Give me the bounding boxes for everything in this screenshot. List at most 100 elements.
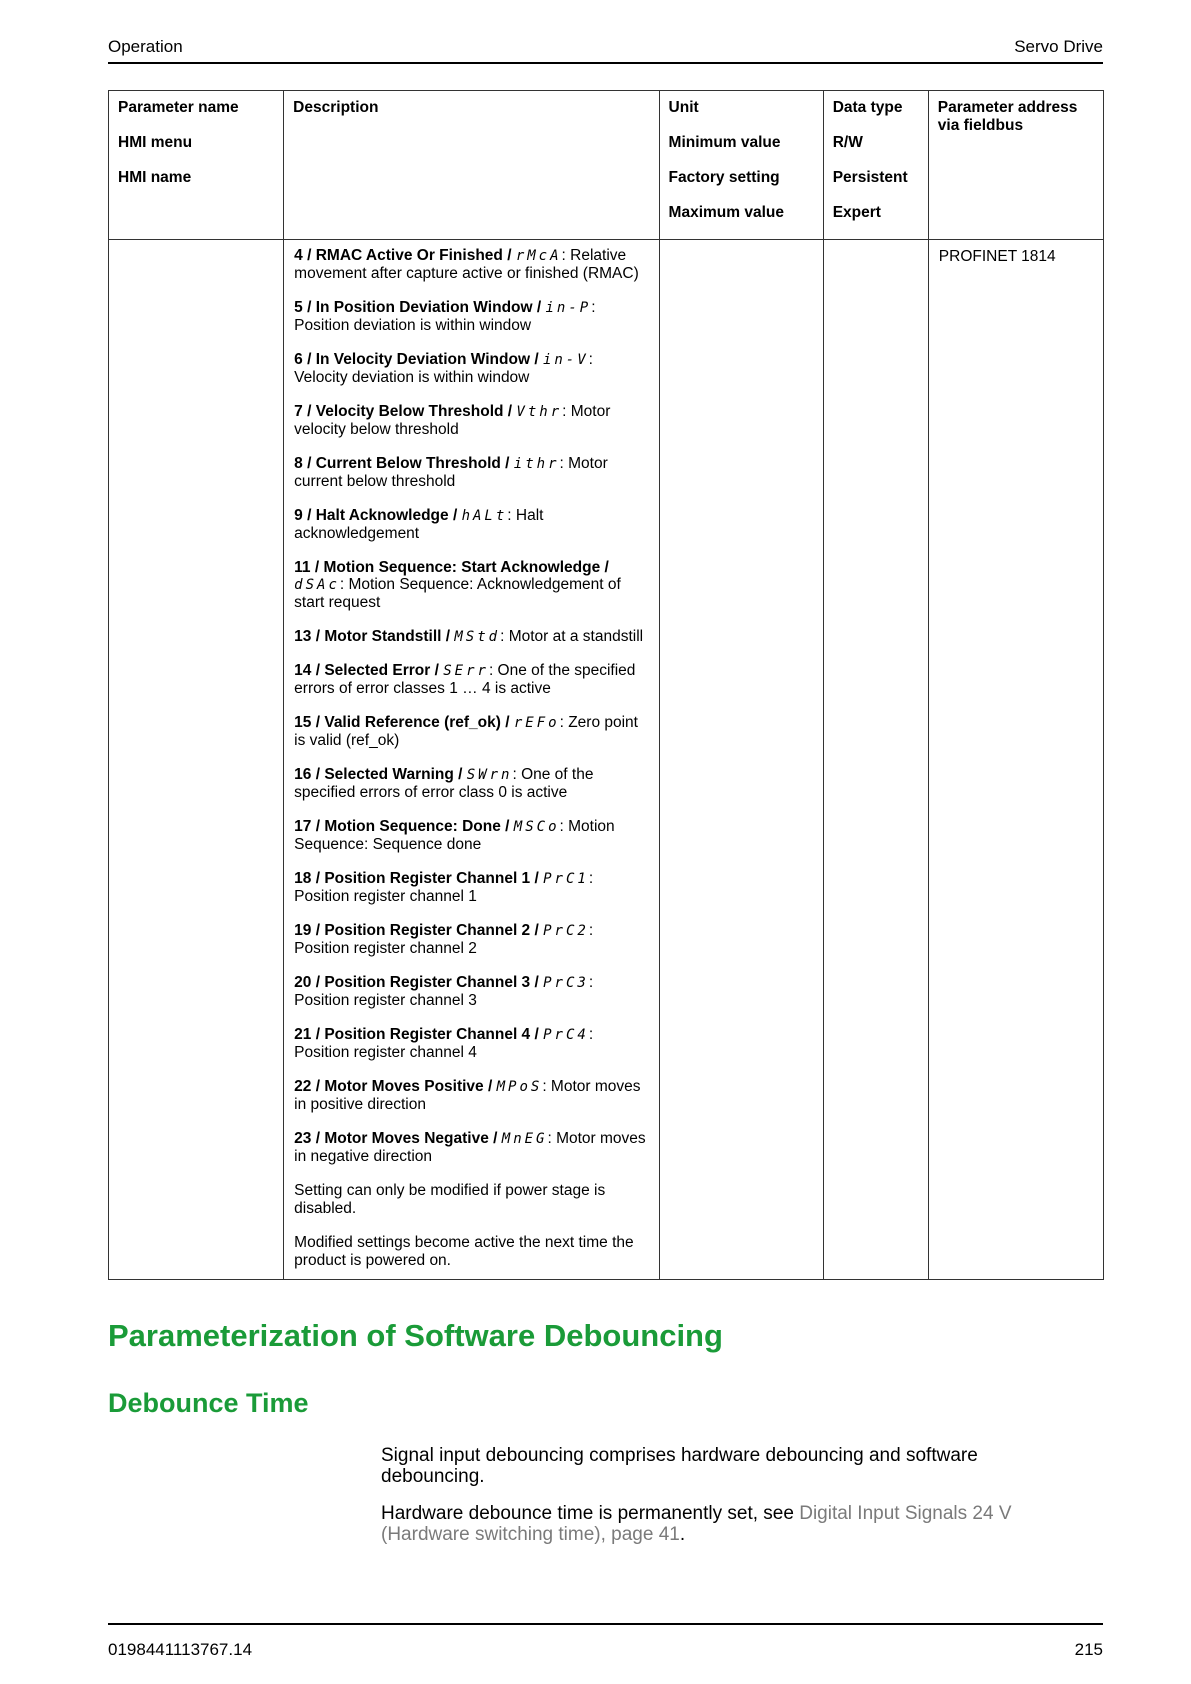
entry-description: : Relative movement after capture active… <box>294 246 639 282</box>
parameter-value-entry: 6 / In Velocity Deviation Window / in-V:… <box>294 351 650 387</box>
body-text: Signal input debouncing comprises hardwa… <box>381 1445 1061 1561</box>
entry-label: 5 / In Position Deviation Window / <box>294 298 546 316</box>
subsection-title: Debounce Time <box>108 1388 309 1418</box>
entry-label: 22 / Motor Moves Positive / <box>294 1077 497 1095</box>
parameter-value-entry: 18 / Position Register Channel 1 / PrC1:… <box>294 870 650 906</box>
entry-label: 13 / Motor Standstill / <box>294 628 455 646</box>
fieldbus-address: PROFINET 1814 <box>938 247 1056 265</box>
entry-label: 23 / Motor Moves Negative / <box>294 1129 502 1147</box>
entry-label: 20 / Position Register Channel 3 / <box>294 974 544 991</box>
hmi-code: MSCo <box>513 819 560 836</box>
hmi-code: in-V <box>542 351 589 368</box>
entry-description: : Halt acknowledgement <box>294 506 544 542</box>
parameter-value-entry: 21 / Position Register Channel 4 / PrC4:… <box>294 1026 650 1062</box>
parameter-value-entry: 23 / Motor Moves Negative / MnEG: Motor … <box>294 1130 650 1166</box>
parameter-value-entry: 4 / RMAC Active Or Finished / rMcA: Rela… <box>294 247 650 283</box>
header-rule <box>108 62 1103 64</box>
entry-label: 21 / Position Register Channel 4 / <box>294 1025 544 1043</box>
hmi-code: ithr <box>513 455 560 472</box>
entry-label: 14 / Selected Error / <box>294 662 444 680</box>
parameter-value-entry: 20 / Position Register Channel 3 / PrC3:… <box>294 974 650 1010</box>
parameter-value-entry: 14 / Selected Error / SErr: One of the s… <box>294 662 650 698</box>
entry-description: : Position register channel 3 <box>294 974 594 1009</box>
hmi-code: dSAc <box>294 577 340 594</box>
parameter-value-entry: 16 / Selected Warning / SWrn: One of the… <box>294 766 650 802</box>
header-left: Operation <box>108 37 183 56</box>
entry-label: 4 / RMAC Active Or Finished / <box>294 246 516 264</box>
entry-description: : Position register channel 1 <box>294 870 594 906</box>
header-right: Servo Drive <box>1014 37 1103 56</box>
entry-description: : One of the specified errors of error c… <box>294 662 636 698</box>
parameter-value-entry: 17 / Motion Sequence: Done / MSCo: Motio… <box>294 818 650 854</box>
parameter-value-entry: 7 / Velocity Below Threshold / Vthr: Mot… <box>294 403 650 439</box>
entry-description: : Position deviation is within window <box>294 298 596 334</box>
hmi-code: Vthr <box>516 403 563 420</box>
entry-label: 16 / Selected Warning / <box>294 766 467 784</box>
table-row: 4 / RMAC Active Or Finished / rMcA: Rela… <box>107 238 1105 1280</box>
entry-description: : Motor current below threshold <box>294 454 608 490</box>
section-title: Parameterization of Software Debouncing <box>108 1318 723 1353</box>
paragraph: Hardware debounce time is permanently se… <box>381 1502 1012 1546</box>
hmi-code: PrC2 <box>543 923 589 940</box>
entry-description: : One of the specified errors of error c… <box>294 766 594 802</box>
hmi-code: PrC3 <box>543 975 589 991</box>
page-number: 215 <box>1074 1640 1103 1659</box>
address-cell: PROFINET 1814 <box>927 238 1105 1280</box>
parameter-value-entry: 19 / Position Register Channel 2 / PrC2:… <box>294 922 650 958</box>
entry-description: : Motor at a standstill <box>500 628 644 646</box>
parameter-value-entry: 11 / Motion Sequence: Start Acknowledge … <box>294 559 650 613</box>
cross-reference-link[interactable]: Digital Input Signals 24 V (Hardware swi… <box>381 1502 1012 1546</box>
header-data-type: Data type R/W Persistent Expert <box>822 90 929 240</box>
paragraph: Signal input debouncing comprises hardwa… <box>381 1445 978 1488</box>
header-unit: Unit Minimum value Factory setting Maxim… <box>658 90 824 240</box>
hmi-code: PrC1 <box>543 871 589 888</box>
hmi-code: PrC4 <box>543 1026 589 1043</box>
hmi-code: SErr <box>443 663 489 680</box>
header-parameter-name: Parameter name HMI menu HMI name <box>107 90 285 240</box>
entry-description: : Velocity deviation is within window <box>294 350 593 386</box>
description-cell: 4 / RMAC Active Or Finished / rMcA: Rela… <box>283 238 660 1280</box>
entry-label: 8 / Current Below Threshold / <box>294 454 514 472</box>
parameter-name-cell <box>107 238 285 1280</box>
entry-label: 15 / Valid Reference (ref_ok) / <box>294 714 514 732</box>
hmi-code: rMcA <box>515 247 562 264</box>
parameter-table: Parameter name HMI menu HMI name Descrip… <box>107 90 1105 1280</box>
entry-description: : Motion Sequence: Sequence done <box>294 818 615 854</box>
hmi-code: MPoS <box>496 1078 543 1095</box>
entry-label: 7 / Velocity Below Threshold / <box>294 402 517 420</box>
entry-description: : Motor velocity below threshold <box>294 402 611 438</box>
entry-label: 11 / Motion Sequence: Start Acknowledge … <box>294 558 609 576</box>
header-address: Parameter address via fieldbus <box>927 90 1105 240</box>
unit-cell <box>658 238 824 1280</box>
table-header-row: Parameter name HMI menu HMI name Descrip… <box>107 90 1105 240</box>
parameter-value-entry: 5 / In Position Deviation Window / in-P:… <box>294 299 650 335</box>
note: Setting can only be modified if power st… <box>294 1181 606 1217</box>
entry-description: : Position register channel 2 <box>294 922 594 958</box>
document-number: 0198441113767.14 <box>108 1640 253 1659</box>
hmi-code: in-P <box>545 299 592 316</box>
hmi-code: hALt <box>461 507 508 524</box>
parameter-value-entry: 13 / Motor Standstill / MStd: Motor at a… <box>294 628 650 646</box>
entry-label: 19 / Position Register Channel 2 / <box>294 922 544 940</box>
entry-label: 17 / Motion Sequence: Done / <box>294 818 514 836</box>
entry-description: : Motor moves in negative direction <box>294 1129 646 1165</box>
hmi-code: rEFo <box>513 715 560 732</box>
parameter-value-entry: 22 / Motor Moves Positive / MPoS: Motor … <box>294 1078 650 1114</box>
entry-label: 6 / In Velocity Deviation Window / <box>294 350 543 368</box>
entry-description: : Zero point is valid (ref_ok) <box>294 714 638 750</box>
hmi-code: MnEG <box>501 1130 548 1147</box>
hmi-code: MStd <box>454 629 501 646</box>
entry-label: 9 / Halt Acknowledge / <box>294 506 462 524</box>
header-description: Description <box>283 90 660 240</box>
parameter-value-entry: 9 / Halt Acknowledge / hALt: Halt acknow… <box>294 507 650 543</box>
entry-description: : Position register channel 4 <box>294 1025 594 1061</box>
entry-label: 18 / Position Register Channel 1 / <box>294 870 544 888</box>
hmi-code: SWrn <box>466 767 513 784</box>
data-type-cell <box>822 238 929 1280</box>
entry-description: : Motion Sequence: Acknowledgement of st… <box>294 576 621 612</box>
note: Modified settings become active the next… <box>294 1233 634 1269</box>
parameter-value-entry: 8 / Current Below Threshold / ithr: Moto… <box>294 455 650 491</box>
parameter-value-entry: 15 / Valid Reference (ref_ok) / rEFo: Ze… <box>294 714 650 750</box>
entry-description: : Motor moves in positive direction <box>294 1077 641 1113</box>
footer-rule <box>108 1623 1103 1625</box>
